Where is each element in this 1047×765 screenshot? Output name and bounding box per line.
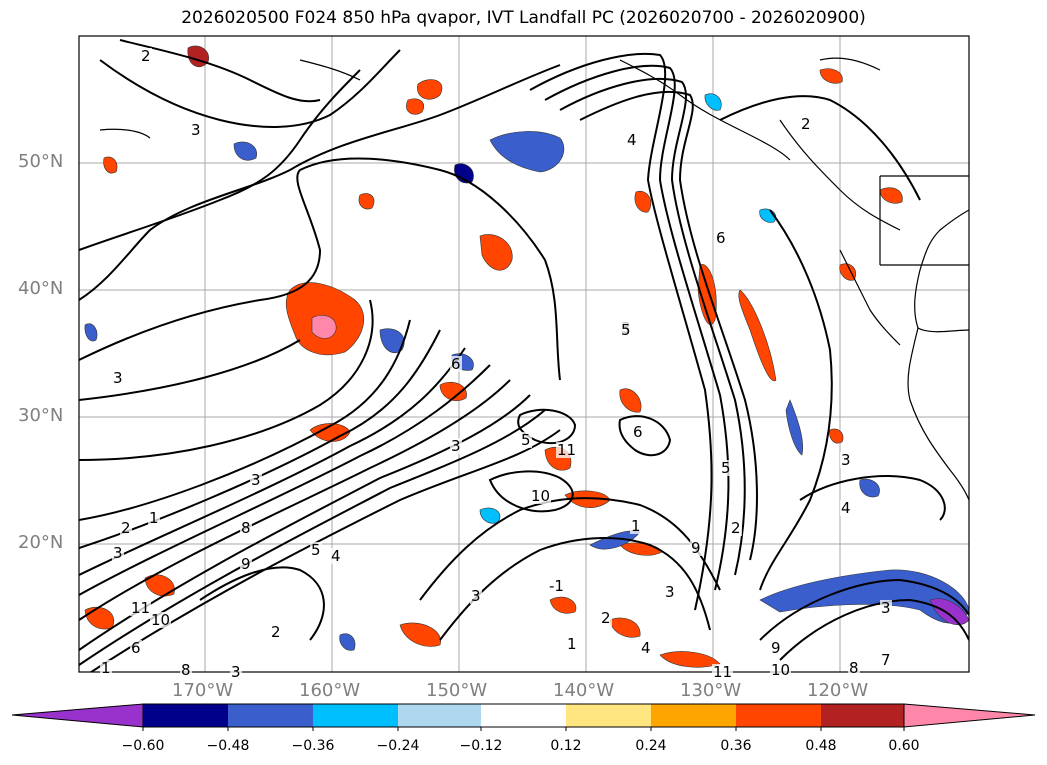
contour-label: 4 <box>640 639 652 657</box>
contour-label: 8 <box>180 661 192 679</box>
contour-label: 3 <box>840 451 852 469</box>
contour-label: 1 <box>566 635 578 653</box>
colorbar-extend-low <box>11 703 144 728</box>
contour-label: -1 <box>548 577 565 595</box>
contour-label: 2 <box>140 47 152 65</box>
contour-label: 1 <box>148 509 160 527</box>
contour-label: 11 <box>556 441 578 459</box>
lon-label-120w: 120°W <box>807 680 869 701</box>
contour-label: 2 <box>120 519 132 537</box>
contour-label: 2 <box>270 623 282 641</box>
contour-label: 2 <box>730 519 742 537</box>
colorbar-tick-label: 0.12 <box>550 738 582 754</box>
contour-label: 10 <box>530 487 552 505</box>
colorbar-tick-label: −0.60 <box>121 738 165 754</box>
contour-label: 8 <box>848 659 860 677</box>
lat-label-50n: 50°N <box>18 151 64 172</box>
coastlines <box>99 57 969 501</box>
contour-label: 3 <box>190 121 202 139</box>
contour-label: 11 <box>712 663 734 681</box>
contour-label: 3 <box>112 369 124 387</box>
contour-label: 10 <box>150 611 172 629</box>
contour-label: 1 <box>100 659 112 677</box>
lat-label-40n: 40°N <box>18 278 64 299</box>
colorbar-tick-label: −0.36 <box>291 738 335 754</box>
contour-label: 6 <box>450 355 462 373</box>
contour-label: 4 <box>626 131 638 149</box>
contour-label: 1 <box>630 517 642 535</box>
colorbar-tick-label: 0.36 <box>720 738 752 754</box>
lon-label-130w: 130°W <box>680 680 742 701</box>
contour-label: 2 <box>600 609 612 627</box>
contour-label: 5 <box>620 321 632 339</box>
contour-label: 6 <box>715 229 727 247</box>
lon-label-170w: 170°W <box>172 680 234 701</box>
ivt-contours <box>79 39 969 672</box>
map-title: 2026020500 F024 850 hPa qvapor, IVT Land… <box>181 8 866 28</box>
lat-label-20n: 20°N <box>18 532 64 553</box>
contour-label: 6 <box>632 423 644 441</box>
contour-label: 11 <box>130 599 152 617</box>
colorbar-tick-label: 0.24 <box>635 738 667 754</box>
colorbar-tick-label: −0.48 <box>206 738 250 754</box>
contour-label: 5 <box>720 459 732 477</box>
contour-label: 7 <box>880 651 892 669</box>
lon-label-140w: 140°W <box>553 680 615 701</box>
contour-label: 6 <box>130 639 142 657</box>
contour-label: 4 <box>330 547 342 565</box>
contour-label: 8 <box>240 519 252 537</box>
contour-label: 3 <box>664 583 676 601</box>
contour-label: 2 <box>800 115 812 133</box>
contour-label: 3 <box>450 437 462 455</box>
colorbar-tick-label: 0.48 <box>805 738 837 754</box>
contour-label: 3 <box>250 471 262 489</box>
contour-label: 5 <box>310 541 322 559</box>
contour-label: 4 <box>840 499 852 517</box>
contour-label: 3 <box>230 663 242 681</box>
contour-label: 5 <box>520 431 532 449</box>
contour-label: 9 <box>690 539 702 557</box>
colorbar <box>11 703 1036 731</box>
colorbar-tick-label: −0.24 <box>376 738 420 754</box>
contour-label: 10 <box>770 661 792 679</box>
lon-label-160w: 160°W <box>299 680 361 701</box>
colorbar-extend-high <box>903 703 1036 728</box>
lat-label-30n: 30°N <box>18 405 64 426</box>
contour-label: 3 <box>470 587 482 605</box>
contour-label: 9 <box>770 639 782 657</box>
colorbar-tick-label: 0.60 <box>888 738 920 754</box>
contour-label: 9 <box>240 555 252 573</box>
contour-label: 3 <box>112 544 124 562</box>
lon-label-150w: 150°W <box>426 680 488 701</box>
colorbar-tick-label: −0.12 <box>459 738 503 754</box>
contour-label: 3 <box>880 599 892 617</box>
